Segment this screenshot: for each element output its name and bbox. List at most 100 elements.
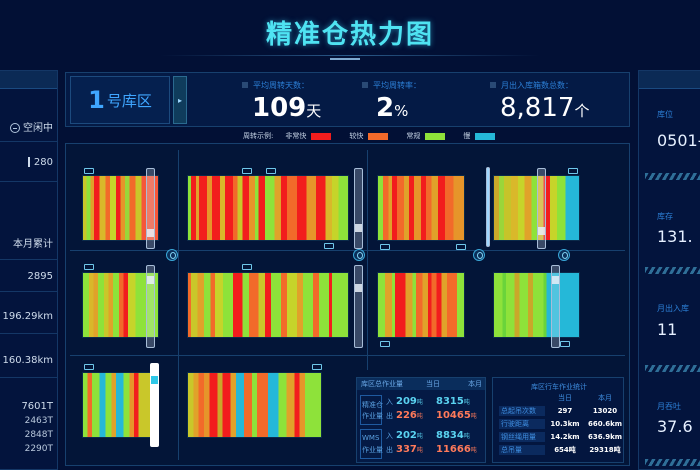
rack-block-r3-c1[interactable] (82, 372, 159, 438)
crane-cart (552, 276, 559, 284)
group-name: 作业量 (362, 446, 383, 454)
kpi-avg-turnover-days: 平均周转天数： 109天 (242, 80, 321, 123)
crane-cart (147, 276, 154, 284)
month-total-label: 本月累计 (13, 239, 53, 250)
transfer-node-icon[interactable] (353, 249, 365, 261)
out-label: 出 (386, 445, 393, 454)
stripe-divider (645, 365, 700, 372)
agv-robot-icon[interactable] (456, 244, 466, 250)
agv-robot-icon[interactable] (324, 243, 334, 249)
table-row: 出 226吨 10465吨 (386, 410, 477, 421)
zone-throughput-table: 库区总作业量 当日 本月 精准仓 作业量 入 209吨 8315吨 出 226吨… (356, 377, 486, 463)
crane-r1-c3-rail[interactable] (486, 167, 490, 247)
zone-selector[interactable]: 1 号库区 (70, 76, 170, 124)
stock-value: 131. (657, 227, 693, 246)
tonnage-total: 7601T (21, 401, 53, 412)
title-bar: 精准仓热力图 (0, 0, 700, 66)
legend-swatch-normal (425, 132, 446, 140)
month-value: 13020 (592, 407, 618, 415)
crane-r3-active[interactable] (150, 363, 159, 447)
rack-block-r3-c2[interactable] (187, 372, 322, 438)
kpi-number: 2 (376, 93, 395, 123)
legend-label-slow: 慢 (463, 132, 471, 140)
agv-robot-icon[interactable] (84, 264, 94, 270)
legend-title: 周转示例: (243, 132, 274, 140)
crane-cart (151, 376, 158, 384)
title-divider (160, 55, 540, 56)
crane-status: 空闲中 (10, 119, 53, 134)
crane-r2-c2[interactable] (354, 265, 363, 348)
rack-block-r1-c3[interactable] (377, 175, 465, 241)
ops-table-title: 库区行车作业统计 (531, 383, 587, 391)
count-text: 280 (33, 157, 53, 168)
kpi-label: 月出入库箱数总数： (490, 80, 589, 91)
unit: 吨 (416, 399, 423, 406)
title-accent (330, 58, 360, 60)
agv-robot-icon[interactable] (266, 168, 276, 174)
agv-robot-icon[interactable] (560, 341, 570, 347)
agv-robot-icon[interactable] (242, 168, 252, 174)
agv-robot-icon[interactable] (242, 264, 252, 270)
chevron-right-icon: ▸ (177, 95, 182, 105)
rack-block-r2-c2[interactable] (187, 272, 349, 338)
in-month: 8315吨 (436, 396, 470, 407)
out-month: 10465吨 (436, 410, 477, 421)
unit: 吨 (463, 433, 470, 440)
crane-cart (355, 284, 362, 292)
table-row: 行驶距离 10.3km 660.6km (499, 419, 625, 429)
value: 209 (396, 396, 417, 407)
group-box (360, 429, 382, 459)
legend-label-normal: 常规 (406, 132, 421, 140)
distance-value: 196.29km (2, 311, 53, 322)
crane-r1-c4[interactable] (537, 168, 546, 249)
divider (0, 377, 57, 378)
transfer-node-icon[interactable] (473, 249, 485, 261)
agv-robot-icon[interactable] (84, 364, 94, 370)
next-zone-button[interactable]: ▸ (173, 76, 187, 124)
unit: 吨 (416, 447, 423, 454)
right-stats-panel: 库位 0501- 库存 131. 月出入库 11 月吞吐 37.6 (638, 70, 700, 470)
group-name: 作业量 (362, 412, 383, 420)
rack-block-r1-c2[interactable] (187, 175, 349, 241)
legend-swatch-fast (368, 132, 389, 140)
kpi-label: 平均周转率： (362, 80, 421, 91)
group-box (360, 395, 382, 425)
column-header: 当日 (426, 380, 440, 388)
transfer-node-icon[interactable] (166, 249, 178, 261)
rack-block-r2-c4[interactable] (493, 272, 580, 338)
row-label: 行驶距离 (499, 419, 545, 429)
location-label: 库位 (657, 110, 673, 119)
transfer-node-icon[interactable] (558, 249, 570, 261)
crane-r2-c1[interactable] (146, 265, 155, 348)
kpi-value: 2% (376, 93, 421, 123)
rack-block-r1-c4[interactable] (493, 175, 580, 241)
agv-robot-icon[interactable] (84, 168, 94, 174)
bar-icon (27, 157, 30, 167)
tonnage-item: 2290T (24, 444, 53, 454)
kpi-unit: % (394, 102, 409, 120)
agv-robot-icon[interactable] (380, 244, 390, 250)
agv-robot-icon[interactable] (380, 341, 390, 347)
kpi-value: 109天 (252, 93, 321, 123)
agv-robot-icon[interactable] (312, 364, 322, 370)
day-value: 10.3km (550, 420, 580, 428)
group-name: 精准仓 (362, 401, 383, 409)
right-panel-header (639, 71, 700, 89)
crane-r1-c2[interactable] (354, 168, 363, 249)
agv-robot-icon[interactable] (568, 168, 578, 174)
crane-r2-c4[interactable] (551, 265, 560, 348)
crane-cart (538, 227, 545, 235)
column-header: 库区总作业量 (361, 380, 403, 388)
crane-status-text: 空闲中 (23, 123, 53, 134)
table-header: 库区总作业量 当日 本月 (357, 378, 485, 390)
rack-block-r2-c3[interactable] (377, 272, 465, 338)
crane-r1-c1[interactable] (146, 168, 155, 249)
unit: 吨 (416, 433, 423, 440)
crane-cart (355, 224, 362, 232)
table-row: 出 337吨 11666吨 (386, 444, 477, 455)
monthly-io-value: 11 (657, 320, 678, 339)
group-name: WMS (362, 434, 380, 442)
tonnage-item: 2463T (24, 416, 53, 426)
tonnage-item: 2848T (24, 430, 53, 440)
count-value: 280 (27, 157, 53, 168)
